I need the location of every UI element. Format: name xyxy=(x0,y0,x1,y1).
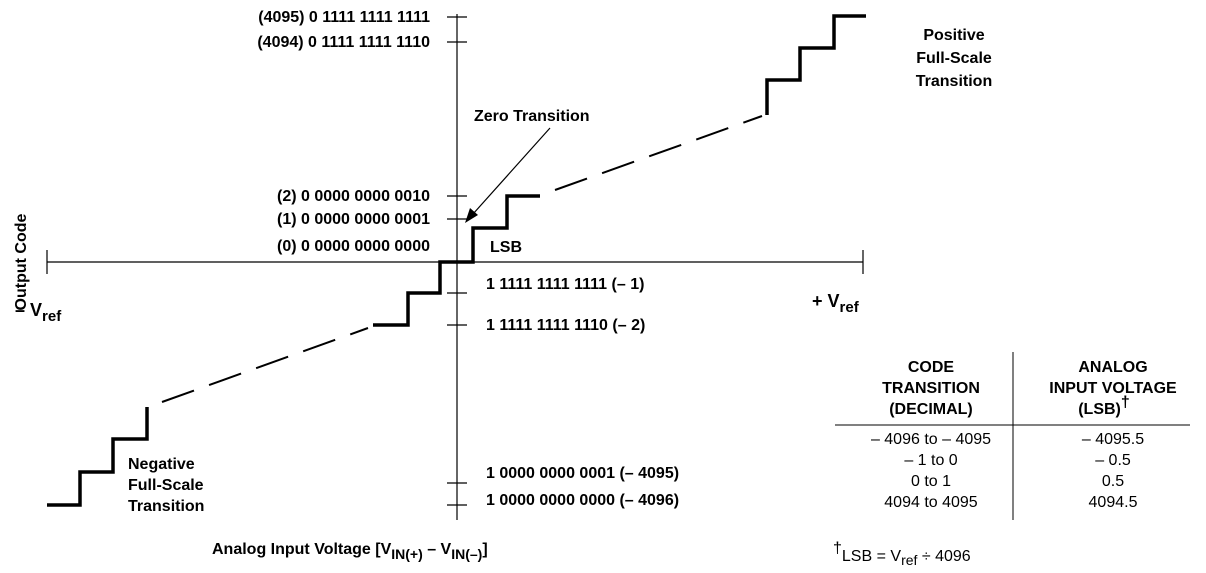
pos-vref-label: + Vref xyxy=(812,291,860,316)
table-col2-header-line-2: INPUT VOLTAGE xyxy=(1049,380,1177,397)
table-row-4-col1: 4094 to 4095 xyxy=(884,494,978,511)
table-row-2-col1: – 1 to 0 xyxy=(904,452,957,469)
code-label-4094: (4094) 0 1111 1111 1110 xyxy=(257,34,430,51)
lsb-footnote: †LSB = Vref ÷ 4096 xyxy=(833,540,971,568)
table-row-2-col2: – 0.5 xyxy=(1095,452,1131,469)
zero-transition-arrow-line xyxy=(472,127,551,215)
positive-line-1: Positive xyxy=(923,27,984,44)
table-row-1-col1: – 4096 to – 4095 xyxy=(871,431,991,448)
negative-line-1: Negative xyxy=(128,456,195,473)
positive-fullscale-label: Positive Full-Scale Transition xyxy=(916,27,992,90)
positive-line-2: Full-Scale xyxy=(916,50,992,67)
lower-code-labels: 1 1111 1111 1111 (– 1) 1 1111 1111 1110 … xyxy=(486,276,679,509)
code-label-2: (2) 0 0000 0000 0010 xyxy=(277,188,430,205)
zero-transition-arrowhead xyxy=(465,208,478,223)
negative-line-3: Transition xyxy=(128,498,204,515)
upper-code-labels: (4095) 0 1111 1111 1111 (4094) 0 1111 11… xyxy=(257,9,430,255)
code-label-1: (1) 0 0000 0000 0001 xyxy=(277,211,430,228)
x-axis-title: Analog Input Voltage [VIN(+) – VIN(–)] xyxy=(212,541,488,562)
zero-transition-label: Zero Transition xyxy=(474,108,590,125)
code-label-minus-2: 1 1111 1111 1110 (– 2) xyxy=(486,317,645,334)
table-row-1-col2: – 4095.5 xyxy=(1082,431,1144,448)
table-col1-header-line-2: TRANSITION xyxy=(882,380,980,397)
code-label-minus-4095: 1 0000 0000 0001 (– 4095) xyxy=(486,465,679,482)
transfer-staircase xyxy=(47,14,866,507)
staircase-center xyxy=(373,194,540,327)
dash-upper xyxy=(554,115,763,191)
staircase-top xyxy=(765,14,866,115)
code-label-minus-1: 1 1111 1111 1111 (– 1) xyxy=(486,276,644,293)
code-label-minus-4096: 1 0000 0000 0000 (– 4096) xyxy=(486,492,679,509)
table-row-3-col1: 0 to 1 xyxy=(911,473,951,490)
table-row-3-col2: 0.5 xyxy=(1102,473,1124,490)
table-col1-header-line-3: (DECIMAL) xyxy=(889,401,973,418)
neg-vref-label: – Vref xyxy=(15,300,62,325)
y-axis-title: Output Code xyxy=(13,213,30,310)
dashed-extrapolation xyxy=(161,115,763,403)
positive-line-3: Transition xyxy=(916,73,992,90)
table-row-4-col2: 4094.5 xyxy=(1089,494,1138,511)
code-label-4095: (4095) 0 1111 1111 1111 xyxy=(258,9,430,26)
code-label-0: (0) 0 0000 0000 0000 xyxy=(277,238,430,255)
table-col1-header-line-1: CODE xyxy=(908,359,955,376)
table-col2-header-line-3: (LSB)† xyxy=(1078,394,1130,418)
y-axis-ticks xyxy=(447,16,467,506)
negative-fullscale-label: Negative Full-Scale Transition xyxy=(128,456,204,515)
lsb-label: LSB xyxy=(490,239,522,256)
negative-line-2: Full-Scale xyxy=(128,477,204,494)
table-col2-header-line-1: ANALOG xyxy=(1078,359,1147,376)
dash-lower xyxy=(161,327,369,403)
staircase-bottom xyxy=(47,407,149,507)
code-transition-table: CODE TRANSITION (DECIMAL) ANALOG INPUT V… xyxy=(835,352,1190,520)
